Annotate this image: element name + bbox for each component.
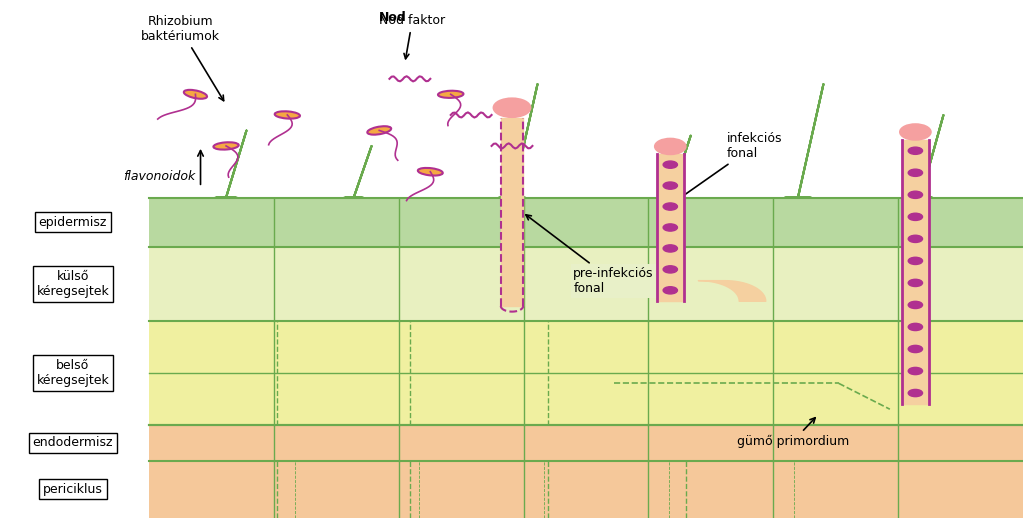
Polygon shape	[660, 135, 691, 198]
Ellipse shape	[274, 111, 300, 119]
FancyBboxPatch shape	[150, 461, 1023, 517]
Circle shape	[908, 191, 923, 198]
Circle shape	[908, 279, 923, 286]
Polygon shape	[345, 146, 372, 198]
Text: infekciós
fonal: infekciós fonal	[664, 132, 782, 209]
FancyBboxPatch shape	[150, 198, 1023, 247]
FancyBboxPatch shape	[150, 425, 1023, 461]
Circle shape	[908, 302, 923, 308]
Ellipse shape	[438, 91, 464, 98]
Circle shape	[908, 367, 923, 375]
FancyBboxPatch shape	[150, 247, 1023, 321]
FancyBboxPatch shape	[150, 321, 1023, 425]
Circle shape	[664, 245, 678, 252]
Circle shape	[664, 182, 678, 189]
Text: epidermisz: epidermisz	[39, 215, 108, 228]
Circle shape	[908, 323, 923, 331]
Circle shape	[664, 203, 678, 210]
Polygon shape	[785, 84, 823, 198]
Text: Nod: Nod	[379, 11, 407, 24]
Polygon shape	[500, 84, 538, 198]
Text: belső
kéregsejtek: belső kéregsejtek	[37, 359, 110, 387]
Ellipse shape	[184, 90, 207, 99]
Circle shape	[908, 345, 923, 352]
Text: pre-infekciós
fonal: pre-infekciós fonal	[526, 215, 653, 295]
Text: flavonoidok: flavonoidok	[124, 170, 196, 183]
Text: Rhizobium
baktériumok: Rhizobium baktériumok	[140, 15, 223, 101]
Polygon shape	[909, 115, 943, 198]
Circle shape	[900, 124, 931, 140]
Circle shape	[908, 147, 923, 154]
Circle shape	[494, 99, 530, 117]
Circle shape	[664, 161, 678, 168]
Text: gümő primordium: gümő primordium	[736, 418, 849, 448]
Ellipse shape	[418, 168, 442, 175]
Circle shape	[908, 169, 923, 176]
Circle shape	[908, 257, 923, 265]
Circle shape	[908, 389, 923, 397]
Polygon shape	[216, 130, 247, 198]
Circle shape	[664, 224, 678, 231]
Text: Nod faktor: Nod faktor	[379, 14, 445, 59]
Circle shape	[664, 286, 678, 294]
Ellipse shape	[213, 142, 239, 149]
Text: endodermisz: endodermisz	[33, 436, 113, 449]
Circle shape	[664, 266, 678, 273]
Circle shape	[655, 139, 686, 154]
Circle shape	[908, 235, 923, 242]
Text: periciklus: periciklus	[43, 483, 102, 496]
Ellipse shape	[368, 126, 391, 134]
Circle shape	[908, 213, 923, 221]
Text: külső
kéregsejtek: külső kéregsejtek	[37, 270, 110, 298]
